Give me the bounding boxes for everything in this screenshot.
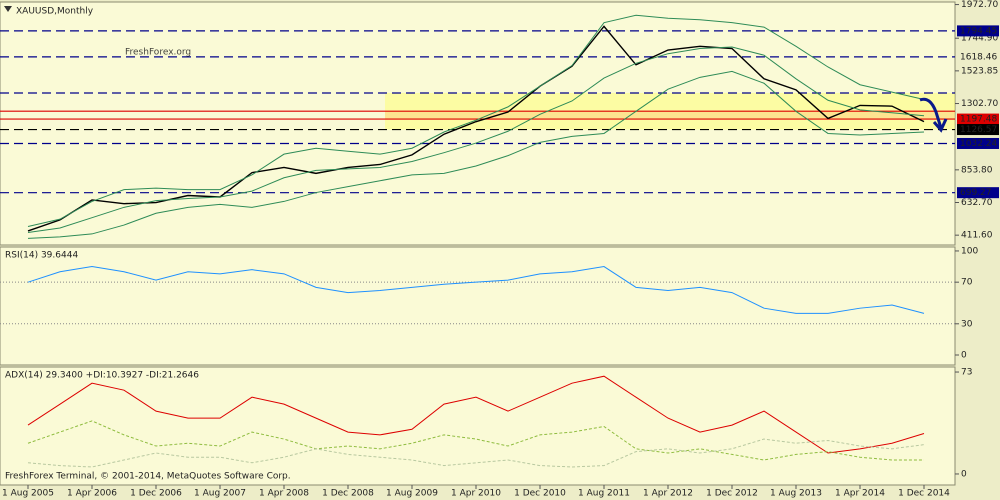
forecast-arrow bbox=[919, 97, 948, 133]
footer: FreshForex Terminal, © 2001-2014, MetaQu… bbox=[5, 472, 291, 482]
y-tick-label: 853.80 bbox=[961, 165, 993, 175]
y-tick-label: 1302.70 bbox=[961, 99, 998, 109]
x-tick-label: 1 Dec 2014 bbox=[898, 489, 950, 499]
x-tick-label: 1 Apr 2008 bbox=[259, 489, 309, 499]
level-tag bbox=[957, 113, 999, 125]
x-tick-label: 1 Aug 2009 bbox=[386, 489, 438, 499]
y-tick-label: 0 bbox=[961, 351, 967, 361]
series-line bbox=[27, 375, 925, 454]
panel-title: ADX(14) 29.3400 +DI:10.3927 -DI:21.2646 bbox=[5, 371, 199, 381]
level-tag-label: 1618.46 bbox=[960, 52, 997, 62]
x-tick-label: 1 Apr 2006 bbox=[67, 489, 117, 499]
level-tag-label: 1032.24 bbox=[960, 139, 997, 149]
x-tick-label: 1 Aug 2011 bbox=[578, 489, 630, 499]
x-tick-label: 1 Dec 2006 bbox=[130, 489, 182, 499]
series-line bbox=[27, 438, 925, 468]
y-tick-label: 632.70 bbox=[961, 198, 993, 208]
level-tag-label: 1197.48 bbox=[960, 115, 997, 125]
panel bbox=[0, 1, 956, 246]
series-line bbox=[27, 25, 925, 232]
y-tick-label: 1972.70 bbox=[961, 0, 998, 10]
y-tick-label: 73 bbox=[961, 368, 972, 378]
zone bbox=[385, 111, 955, 120]
level-tag-label: 1794.45 bbox=[960, 26, 997, 36]
x-tick-label: 1 Aug 2013 bbox=[770, 489, 822, 499]
symbol-icon bbox=[4, 6, 12, 12]
y-tick-label: 0 bbox=[961, 469, 967, 479]
level-tag bbox=[957, 25, 999, 37]
level-tag bbox=[957, 137, 999, 149]
x-tick-label: 1 Apr 2010 bbox=[451, 489, 501, 499]
level-tag-label: 699.27 bbox=[960, 188, 992, 198]
x-tick-label: 1 Dec 2008 bbox=[322, 489, 374, 499]
level-tag bbox=[957, 124, 999, 136]
level-tag bbox=[957, 187, 999, 199]
y-tick-label: 30 bbox=[961, 319, 973, 329]
y-tick-label: 100 bbox=[961, 246, 978, 256]
watermark: FreshForex.org bbox=[125, 48, 191, 58]
y-tick-label: 1523.85 bbox=[961, 66, 998, 76]
panel bbox=[0, 366, 956, 486]
x-tick-label: 1 Aug 2005 bbox=[2, 489, 54, 499]
x-tick-label: 1 Aug 2007 bbox=[194, 489, 246, 499]
panel bbox=[0, 246, 956, 366]
x-tick-label: 1 Dec 2010 bbox=[514, 489, 566, 499]
level-tag-label: 1126.57 bbox=[960, 125, 997, 135]
series-line bbox=[27, 266, 925, 314]
series-line bbox=[27, 70, 925, 239]
y-tick-label: 1744.90 bbox=[961, 34, 998, 44]
y-tick-label: 70 bbox=[961, 278, 973, 288]
x-tick-label: 1 Apr 2014 bbox=[835, 489, 885, 499]
chart-title: XAUUSD,Monthly bbox=[16, 7, 94, 17]
panel-title: RSI(14) 39.6444 bbox=[5, 251, 78, 261]
series-line bbox=[27, 46, 925, 233]
x-tick-label: 1 Dec 2012 bbox=[706, 489, 758, 499]
x-tick-label: 1 Apr 2012 bbox=[643, 489, 693, 499]
series-line bbox=[27, 14, 925, 228]
y-tick-label: 411.60 bbox=[961, 231, 993, 241]
